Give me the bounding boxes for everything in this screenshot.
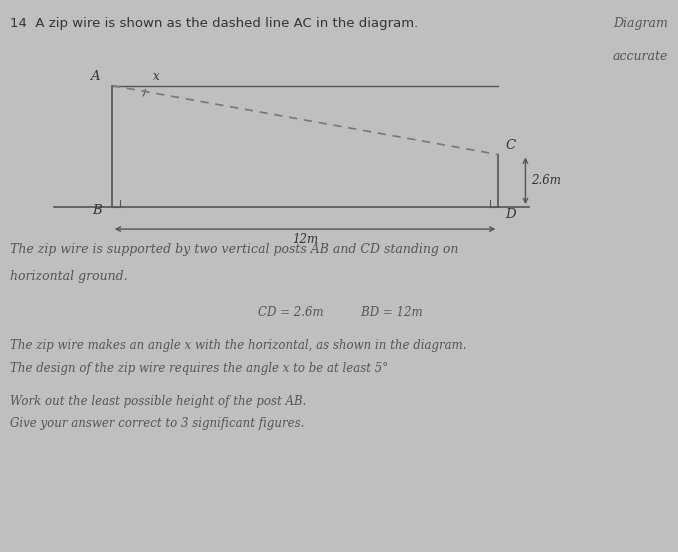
Text: The zip wire is supported by two vertical posts AB and CD standing on: The zip wire is supported by two vertica… [10, 243, 458, 256]
Text: C: C [505, 139, 515, 152]
Text: The zip wire makes an angle x with the horizontal, as shown in the diagram.: The zip wire makes an angle x with the h… [10, 339, 466, 353]
Text: Work out the least possible height of the post AB.: Work out the least possible height of th… [10, 395, 306, 408]
Text: B: B [92, 204, 102, 217]
Text: 12m: 12m [292, 233, 318, 247]
Text: The design of the zip wire requires the angle x to be at least 5°: The design of the zip wire requires the … [10, 362, 388, 375]
Text: CD = 2.6m          BD = 12m: CD = 2.6m BD = 12m [258, 306, 422, 320]
Text: 2.6m: 2.6m [531, 174, 561, 187]
Text: D: D [505, 208, 516, 221]
Text: Give your answer correct to 3 significant figures.: Give your answer correct to 3 significan… [10, 417, 304, 430]
Text: Diagram: Diagram [613, 17, 668, 30]
Text: 14  A zip wire is shown as the dashed line AC in the diagram.: 14 A zip wire is shown as the dashed lin… [10, 17, 418, 30]
Text: A: A [90, 70, 100, 83]
Text: horizontal ground.: horizontal ground. [10, 270, 127, 284]
Text: accurate: accurate [612, 50, 668, 63]
Text: x: x [153, 70, 159, 83]
